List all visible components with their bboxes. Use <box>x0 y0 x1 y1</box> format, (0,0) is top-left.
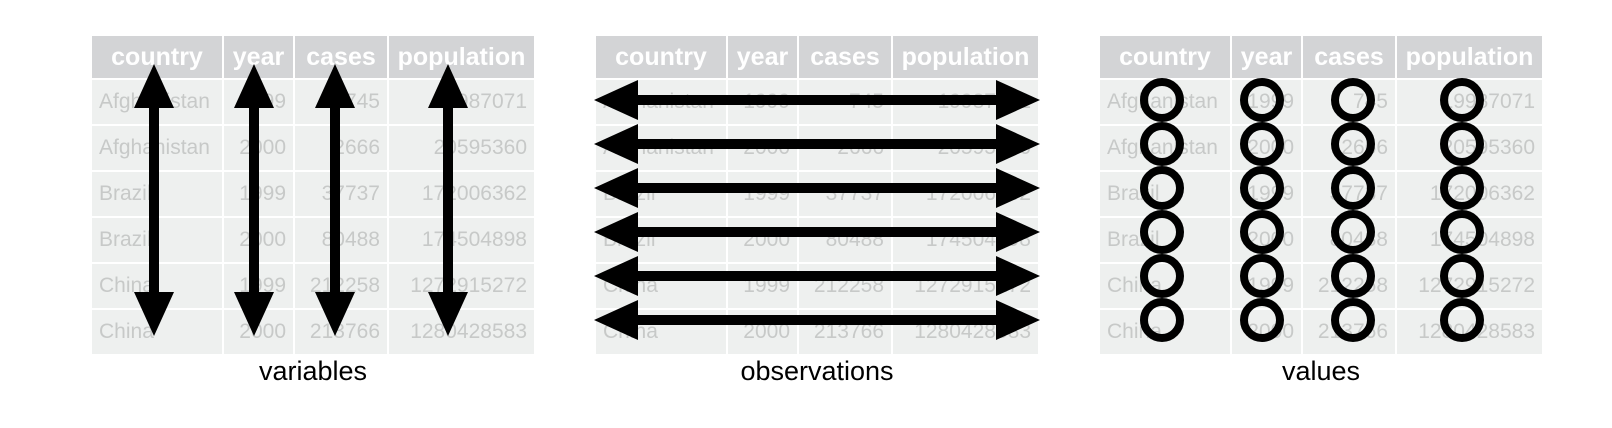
value-circle-country <box>1140 166 1184 210</box>
cell-cases: 80488 <box>294 216 389 263</box>
marker-overlay <box>134 64 468 336</box>
cell-year: 2000 <box>727 216 799 263</box>
header-row: country year cases population <box>92 36 534 79</box>
column-header-population: population <box>892 36 1038 79</box>
value-circle-country <box>1140 298 1184 342</box>
value-circle-cases <box>1331 298 1375 342</box>
marker-overlay <box>594 80 1040 340</box>
column-header-country: country <box>1100 36 1232 79</box>
value-circle-country <box>1140 78 1184 122</box>
cell-cases: 37737 <box>294 170 389 217</box>
column-header-population: population <box>388 36 534 79</box>
cell-population: 20595360 <box>388 124 534 171</box>
caption-values: values <box>1281 356 1361 386</box>
cell-population: 174504898 <box>1396 216 1542 263</box>
cell-cases: 212258 <box>294 262 389 309</box>
value-circle-year <box>1240 166 1284 210</box>
column-header-country: country <box>596 36 728 79</box>
caption-observations: observations <box>740 356 894 386</box>
panel-variables: countryyearcasespopulationAfghanistan199… <box>92 36 534 354</box>
value-circle-year <box>1240 122 1284 166</box>
value-circle-year <box>1240 78 1284 122</box>
value-circle-cases <box>1331 166 1375 210</box>
value-circle-population <box>1440 166 1484 210</box>
observation-arrow <box>594 124 1040 164</box>
cell-population: 1280428583 <box>1396 308 1542 354</box>
column-header-year: year <box>223 36 295 79</box>
cell-population: 1280428583 <box>388 308 534 354</box>
value-circle-year <box>1240 298 1284 342</box>
cell-population: 172006362 <box>1396 170 1542 217</box>
cell-country: China <box>1100 308 1232 354</box>
observation-arrow <box>594 168 1040 208</box>
column-header-cases: cases <box>1302 36 1397 79</box>
cell-country: Brazil <box>1100 216 1232 263</box>
panel-observations: countryyearcasespopulationAfghanistan199… <box>594 36 1040 354</box>
value-circle-cases <box>1331 210 1375 254</box>
value-circle-population <box>1440 210 1484 254</box>
marker-overlay <box>1140 78 1484 342</box>
cell-year: 1999 <box>727 170 799 217</box>
column-header-year: year <box>1231 36 1303 79</box>
observation-arrow <box>594 256 1040 296</box>
value-circle-population <box>1440 122 1484 166</box>
observation-arrow <box>594 212 1040 252</box>
value-circle-cases <box>1331 78 1375 122</box>
column-header-population: population <box>1396 36 1542 79</box>
cell-cases: 213766 <box>1302 308 1397 354</box>
variable-arrow-population <box>428 64 468 336</box>
value-circle-population <box>1440 254 1484 298</box>
value-circle-country <box>1140 210 1184 254</box>
cell-cases: 2666 <box>294 124 389 171</box>
value-circle-country <box>1140 254 1184 298</box>
value-circle-population <box>1440 78 1484 122</box>
cell-cases: 37737 <box>798 170 893 217</box>
variable-arrow-country <box>134 64 174 336</box>
header-row: country year cases population <box>596 36 1038 79</box>
value-circle-cases <box>1331 122 1375 166</box>
column-header-cases: cases <box>798 36 893 79</box>
column-header-country: country <box>92 36 224 79</box>
value-circle-cases <box>1331 254 1375 298</box>
observation-arrow <box>594 300 1040 340</box>
variable-arrow-year <box>234 64 274 336</box>
header-row: country year cases population <box>1100 36 1542 79</box>
variable-arrow-cases <box>315 64 355 336</box>
value-circle-year <box>1240 210 1284 254</box>
panel-values: country year cases population Afghanistan 199… <box>1100 36 1542 354</box>
observation-arrow <box>594 80 1040 120</box>
value-circle-population <box>1440 298 1484 342</box>
cell-population: 174504898 <box>388 216 534 263</box>
cell-population: 1272915272 <box>388 262 534 309</box>
value-circle-year <box>1240 254 1284 298</box>
column-header-cases: cases <box>294 36 389 79</box>
cell-country: China <box>92 308 224 354</box>
caption-variables: variables <box>258 356 368 386</box>
column-header-year: year <box>727 36 799 79</box>
value-circle-country <box>1140 122 1184 166</box>
cell-cases: 745 <box>1302 78 1397 125</box>
